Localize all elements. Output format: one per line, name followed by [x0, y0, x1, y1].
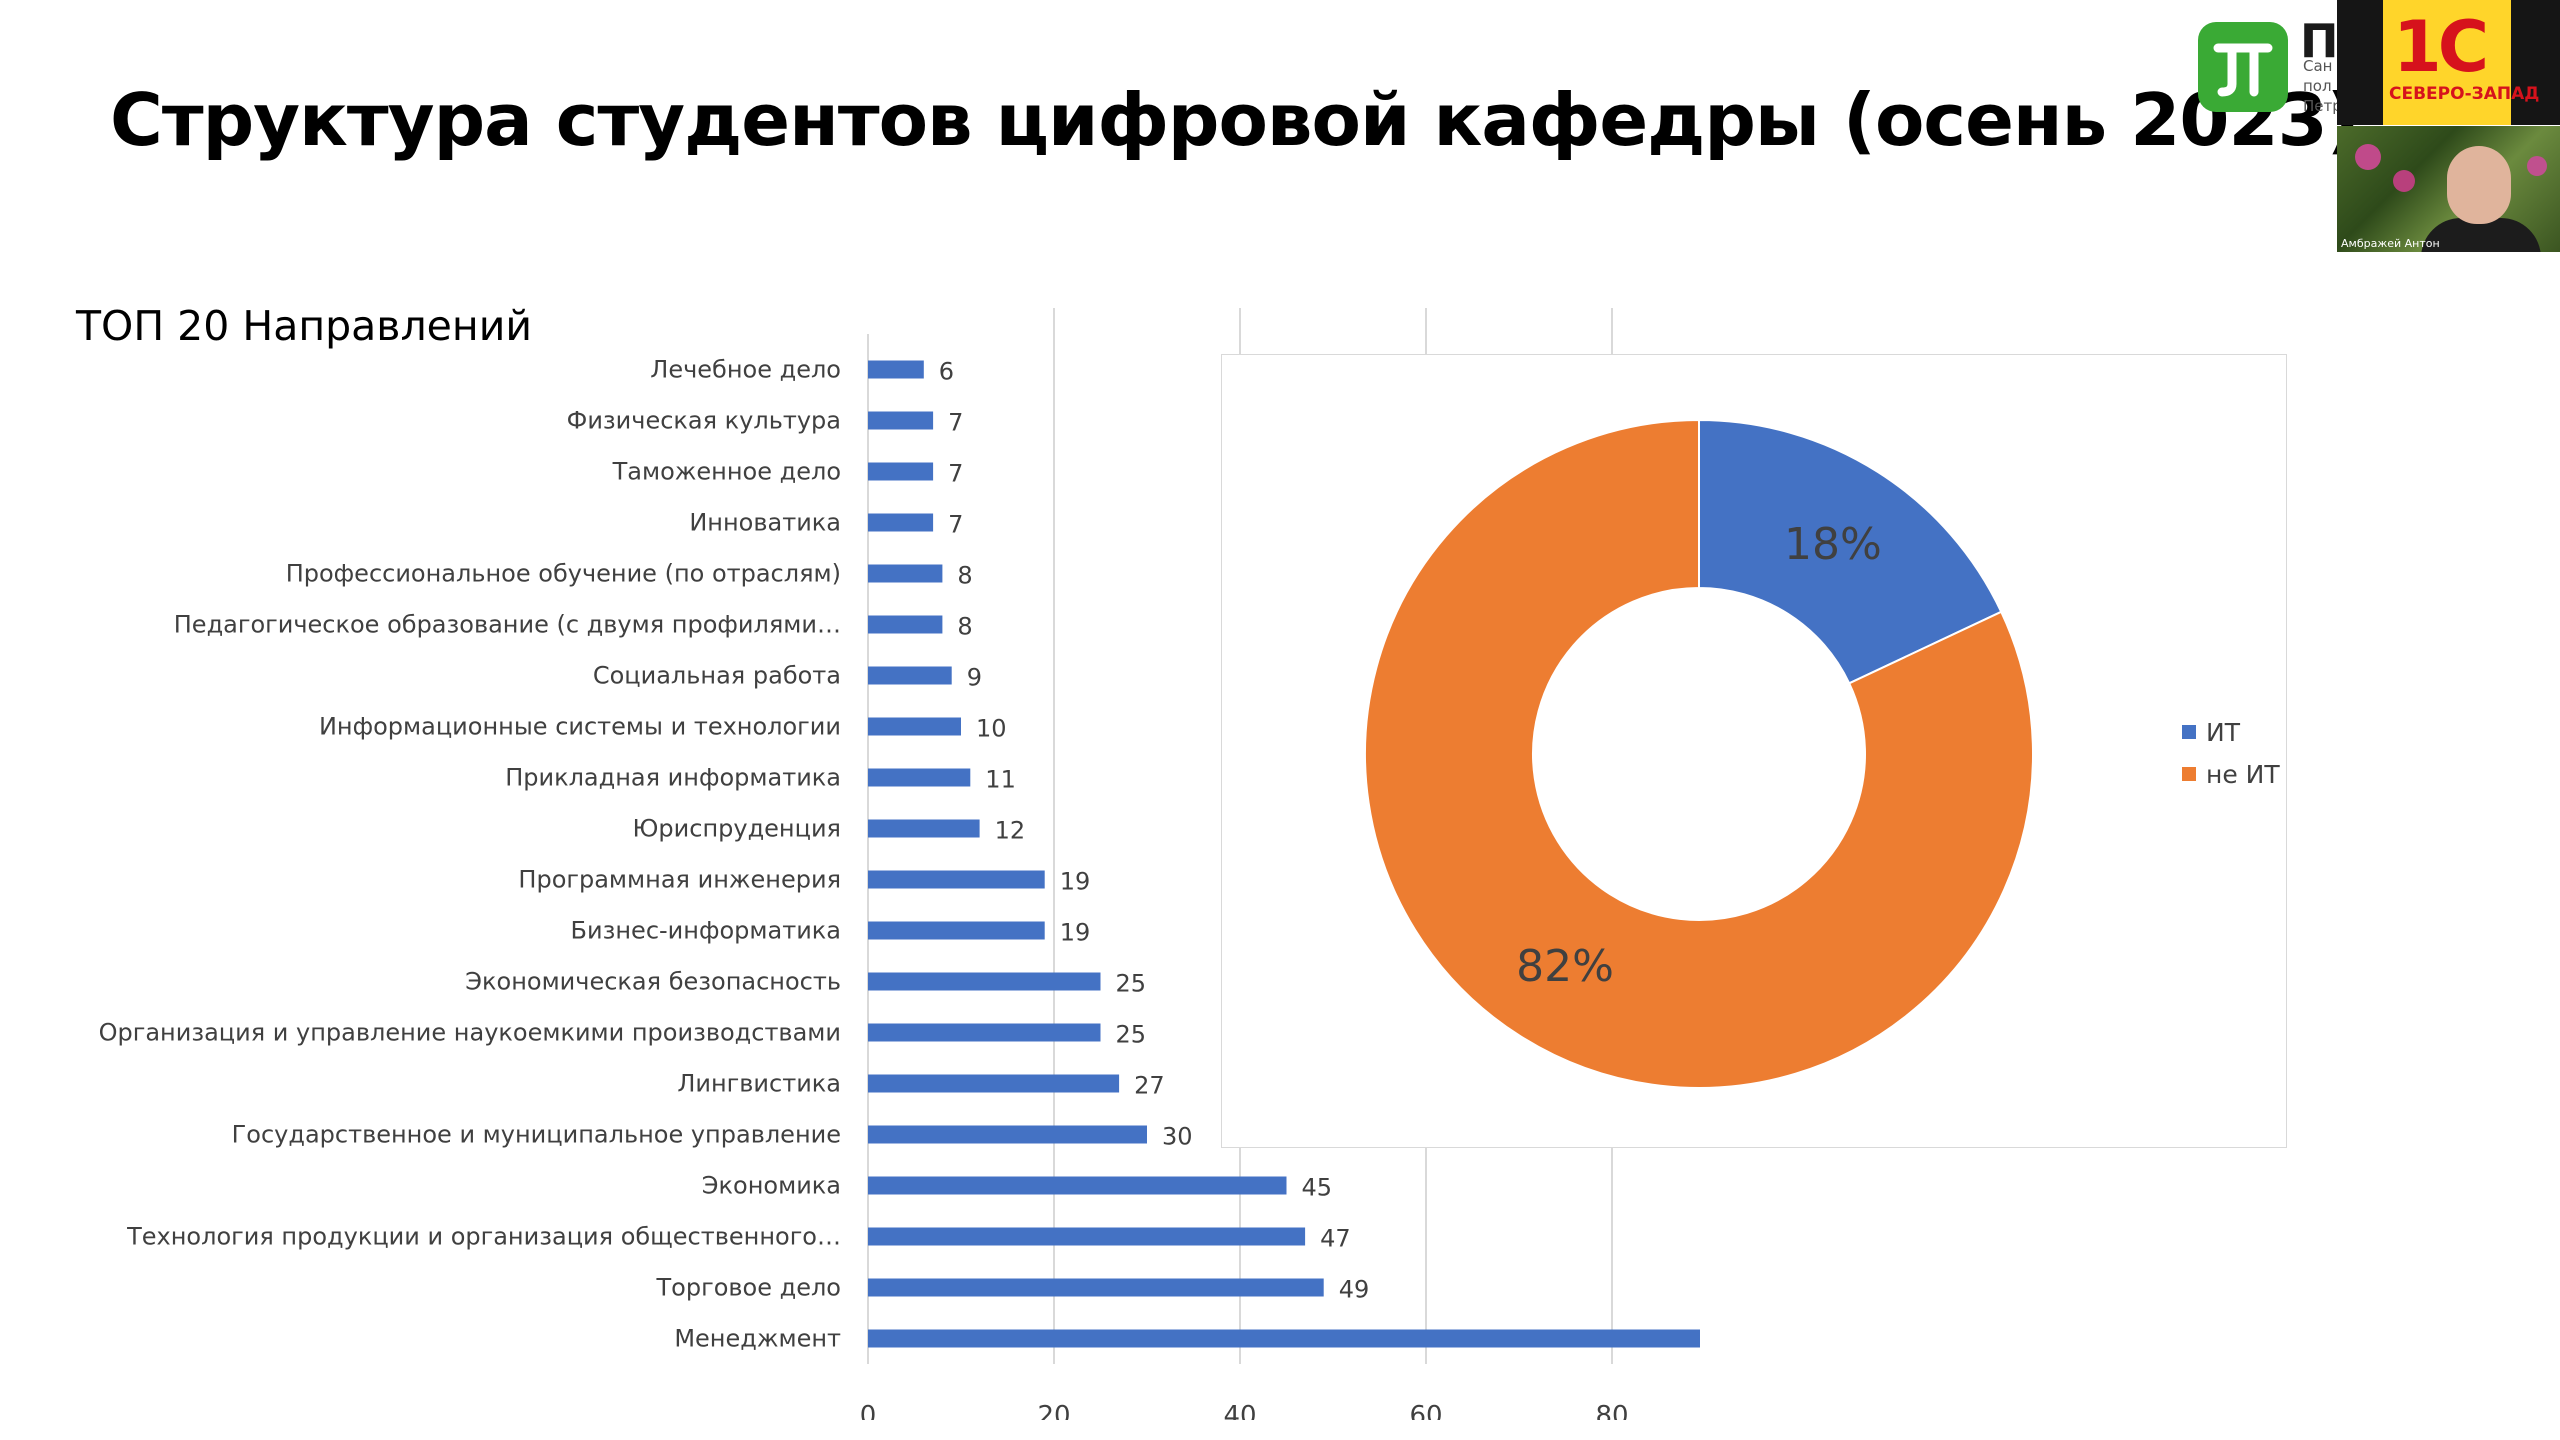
bar: [868, 666, 952, 685]
polytech-mark-icon: [2213, 43, 2273, 97]
onec-logo-icon: 1С СЕВЕРО-ЗАПАД: [2383, 0, 2539, 125]
category-label: Лингвистика: [677, 1070, 841, 1098]
bar: [868, 819, 980, 838]
category-label: Физическая культура: [567, 407, 841, 435]
bar-value-label: 27: [1134, 1072, 1165, 1100]
legend-swatch-it: [2182, 725, 2196, 739]
polytech-logo-icon: [2198, 22, 2288, 112]
bar: [868, 615, 943, 634]
x-tick-label: 40: [1223, 1401, 1256, 1420]
polytech-logo-letter: П: [2300, 14, 2339, 68]
bar-value-label: 6: [939, 358, 954, 386]
bar-value-label: 11: [985, 766, 1016, 794]
bar-value-label: 19: [1060, 919, 1091, 947]
bar: [868, 1125, 1147, 1144]
x-tick-label: 20: [1037, 1401, 1070, 1420]
category-label: Государственное и муниципальное управлен…: [232, 1121, 841, 1149]
category-label: Педагогическое образование (с двумя проф…: [174, 611, 841, 639]
bar: [868, 768, 971, 787]
polytech-logo-caption: Сан пол Петр: [2303, 56, 2342, 116]
polytech-caption-line: пол: [2303, 77, 2332, 95]
bar: [868, 1227, 1306, 1246]
polytech-caption-line: Сан: [2303, 57, 2333, 75]
category-label: Программная инженерия: [518, 866, 841, 894]
legend-label-not-it: не ИТ: [2206, 759, 2280, 789]
category-label: Профессиональное обучение (по отраслям): [286, 560, 841, 588]
x-tick-label: 80: [1595, 1401, 1628, 1420]
bar-value-label: 7: [948, 409, 963, 437]
category-label: Юриспруденция: [633, 815, 842, 843]
bar: [868, 1023, 1101, 1042]
bar: [868, 1329, 1700, 1348]
legend-swatch-not-it: [2182, 767, 2196, 781]
category-label: Технология продукции и организация общес…: [126, 1223, 841, 1251]
bar-value-label: 25: [1116, 970, 1147, 998]
category-label: Таможенное дело: [612, 458, 841, 486]
legend-item-not-it: не ИТ: [2182, 753, 2280, 795]
flower-icon: [2527, 156, 2547, 176]
donut-chart-panel: 18% 82% ИТ не ИТ: [1221, 354, 2287, 1148]
bar: [868, 360, 924, 379]
bar: [868, 564, 943, 583]
donut-slice: [1698, 418, 2003, 685]
bar: [868, 1278, 1324, 1297]
legend-label-it: ИТ: [2206, 717, 2240, 747]
bar-value-label: 12: [995, 817, 1026, 845]
bar-value-label: 8: [957, 562, 972, 590]
x-tick-label: 0: [860, 1401, 877, 1420]
bar: [868, 1074, 1120, 1093]
bar: [868, 972, 1101, 991]
bar-chart-title: ТОП 20 Направлений: [76, 302, 532, 350]
category-label: Экономика: [702, 1172, 841, 1200]
slice-value-label: 82%: [1516, 941, 1614, 992]
category-label: Социальная работа: [593, 662, 841, 690]
category-label: Прикладная информатика: [505, 764, 841, 792]
onec-logo-mark: 1С: [2393, 6, 2489, 88]
category-label: Организация и управление наукоемкими про…: [99, 1019, 841, 1047]
bar-value-label: 10: [976, 715, 1007, 743]
bar-value-label: 8: [957, 613, 972, 641]
bar-value-label: 47: [1320, 1225, 1351, 1253]
onec-logo-region: СЕВЕРО-ЗАПАД: [2389, 84, 2540, 104]
webcam-video[interactable]: Амбражей Антон: [2337, 126, 2560, 252]
bar: [868, 411, 934, 430]
slide-title: Структура студентов цифровой кафедры (ос…: [110, 78, 2360, 162]
slice-value-label: 18%: [1784, 519, 1882, 570]
category-label: Информационные системы и технологии: [319, 713, 841, 741]
bar: [868, 1176, 1287, 1195]
donut-legend: ИТ не ИТ: [2182, 711, 2280, 795]
bar-value-label: 45: [1302, 1174, 1333, 1202]
bar-value-label: 49: [1339, 1276, 1370, 1304]
x-tick-label: 60: [1409, 1401, 1442, 1420]
webcam-participant-name: Амбражей Антон: [2341, 237, 2440, 250]
legend-item-it: ИТ: [2182, 711, 2280, 753]
category-label: Менеджмент: [674, 1325, 841, 1353]
person-head: [2447, 146, 2511, 224]
category-label: Торговое дело: [656, 1274, 841, 1302]
bar: [868, 462, 934, 481]
bar: [868, 870, 1045, 889]
bar: [868, 921, 1045, 940]
bar-value-label: 30: [1162, 1123, 1193, 1151]
bar: [868, 717, 961, 736]
category-label: Экономическая безопасность: [465, 968, 841, 996]
bar-value-label: 9: [967, 664, 982, 692]
bar-value-label: 7: [948, 511, 963, 539]
category-label: Инноватика: [689, 509, 841, 537]
bar: [868, 513, 934, 532]
bar-value-label: 25: [1116, 1021, 1147, 1049]
bar-chart: 020406080100120140160Лечебное дело6Физич…: [99, 308, 1700, 1420]
bar-value-label: 7: [948, 460, 963, 488]
flower-icon: [2355, 144, 2381, 170]
donut-slice: [1364, 418, 2034, 1089]
category-label: Лечебное дело: [650, 356, 841, 384]
category-label: Бизнес-информатика: [571, 917, 841, 945]
polytech-caption-line: Петр: [2303, 97, 2342, 115]
flower-icon: [2393, 170, 2415, 192]
bar-value-label: 19: [1060, 868, 1091, 896]
donut-chart: 18% 82%: [1364, 418, 2034, 1089]
